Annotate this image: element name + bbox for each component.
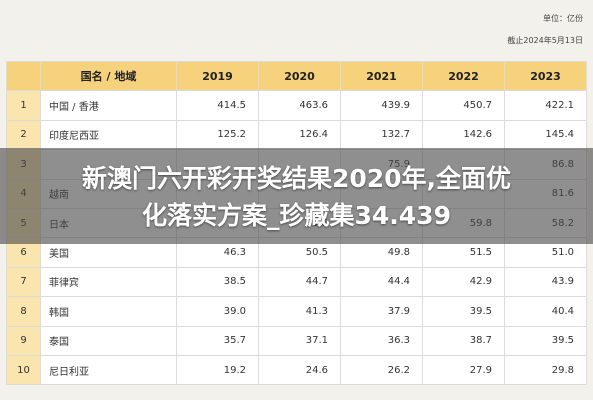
table-row: 8 韩国 39.0 41.3 37.9 39.5 40.4	[6, 296, 587, 327]
row-index: 1	[6, 90, 41, 121]
row-index: 8	[6, 296, 41, 327]
header-2020: 2020	[258, 60, 341, 92]
table-row: 10 尼日利亚 19.2 24.6 26.2 27.9 29.8	[6, 354, 587, 386]
value-cell: 38.7	[422, 325, 505, 356]
country-name: 泰国	[40, 325, 177, 356]
value-cell: 39.5	[504, 325, 587, 356]
header-2019: 2019	[176, 60, 259, 92]
value-cell: 27.9	[422, 354, 505, 386]
value-cell: 37.9	[340, 296, 423, 327]
value-cell: 450.7	[422, 90, 505, 121]
headline-line-1: 新澳门六开彩开奖结果2020年,全面优	[81, 164, 512, 193]
value-cell: 42.9	[422, 266, 505, 298]
country-name: 菲律宾	[40, 266, 177, 298]
value-cell: 132.7	[340, 119, 423, 151]
table-row: 1 中国 / 香港 414.5 463.6 439.9 450.7 422.1	[6, 90, 587, 121]
headline-line-2: 化落实方案_珍藏集34.439	[142, 201, 451, 230]
header-country: 国名 / 地域	[40, 60, 177, 92]
value-cell: 39.5	[422, 296, 505, 327]
value-cell: 44.4	[340, 266, 423, 298]
value-cell: 37.1	[258, 325, 341, 356]
table-row: 9 泰国 35.7 37.1 36.3 38.7 39.5	[6, 325, 587, 356]
date-label: 截止2024年5月13日	[507, 36, 583, 45]
value-cell: 40.4	[504, 296, 587, 327]
value-cell: 463.6	[258, 90, 341, 121]
row-index: 7	[6, 266, 41, 298]
row-index: 2	[6, 119, 41, 151]
value-cell: 145.4	[504, 119, 587, 151]
header-2023: 2023	[504, 60, 587, 92]
header-2021: 2021	[340, 60, 423, 92]
value-cell: 39.0	[176, 296, 259, 327]
country-name: 中国 / 香港	[40, 90, 177, 121]
value-cell: 29.8	[504, 354, 587, 386]
header-row: 国名 / 地域 2019 2020 2021 2022 2023	[6, 60, 587, 92]
value-cell: 422.1	[504, 90, 587, 121]
row-index: 9	[6, 325, 41, 356]
row-index: 10	[6, 354, 41, 386]
value-cell: 36.3	[340, 325, 423, 356]
header-2022: 2022	[422, 60, 505, 92]
headline: 新澳门六开彩开奖结果2020年,全面优 化落实方案_珍藏集34.439	[0, 160, 593, 234]
country-name: 韩国	[40, 296, 177, 327]
value-cell: 44.7	[258, 266, 341, 298]
header-index	[6, 60, 41, 92]
table-row: 2 印度尼西亚 125.2 126.4 132.7 142.6 145.4	[6, 119, 587, 151]
value-cell: 439.9	[340, 90, 423, 121]
value-cell: 125.2	[176, 119, 259, 151]
headline-overlay	[0, 148, 593, 244]
value-cell: 142.6	[422, 119, 505, 151]
value-cell: 26.2	[340, 354, 423, 386]
table-row: 7 菲律宾 38.5 44.7 44.4 42.9 43.9	[6, 266, 587, 298]
value-cell: 41.3	[258, 296, 341, 327]
value-cell: 19.2	[176, 354, 259, 386]
value-cell: 24.6	[258, 354, 341, 386]
value-cell: 126.4	[258, 119, 341, 151]
value-cell: 414.5	[176, 90, 259, 121]
country-name: 印度尼西亚	[40, 119, 177, 151]
value-cell: 35.7	[176, 325, 259, 356]
value-cell: 43.9	[504, 266, 587, 298]
unit-label: 单位：亿份	[543, 14, 583, 23]
value-cell: 38.5	[176, 266, 259, 298]
country-name: 尼日利亚	[40, 354, 177, 386]
